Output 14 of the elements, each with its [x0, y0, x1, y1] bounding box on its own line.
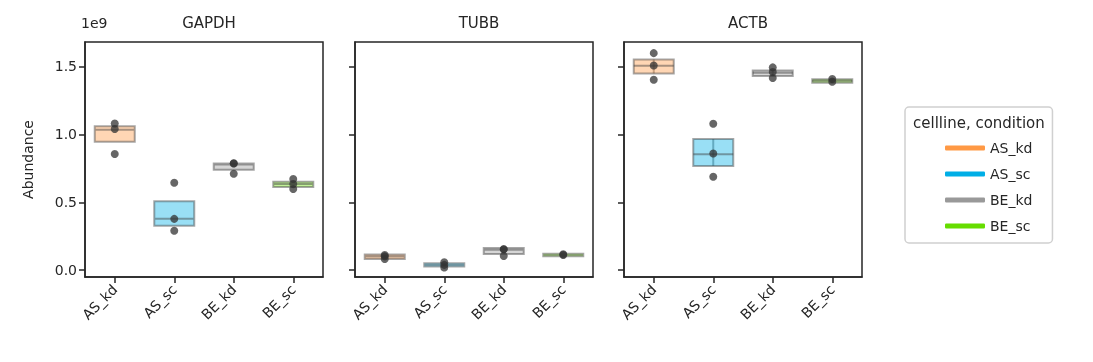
legend-label: AS_sc	[990, 166, 1031, 182]
text: 1e9	[81, 15, 108, 31]
y-tick-label: 1.5	[54, 58, 77, 75]
y-tick-label: 1.0	[54, 126, 77, 143]
y-axis-title: Abundance	[20, 120, 36, 199]
legend-title: cellline, condition	[913, 113, 1045, 132]
legend-label: AS_kd	[990, 140, 1033, 156]
y-tick-label: 0.5	[54, 194, 77, 211]
chart-title: ACTB	[728, 13, 768, 32]
legend-label: BE_sc	[990, 218, 1031, 234]
chart-title: TUBB	[457, 13, 500, 32]
chart-title: GAPDH	[182, 13, 236, 32]
y-tick-label: 0.0	[54, 262, 77, 279]
legend-label: BE_kd	[990, 192, 1033, 208]
